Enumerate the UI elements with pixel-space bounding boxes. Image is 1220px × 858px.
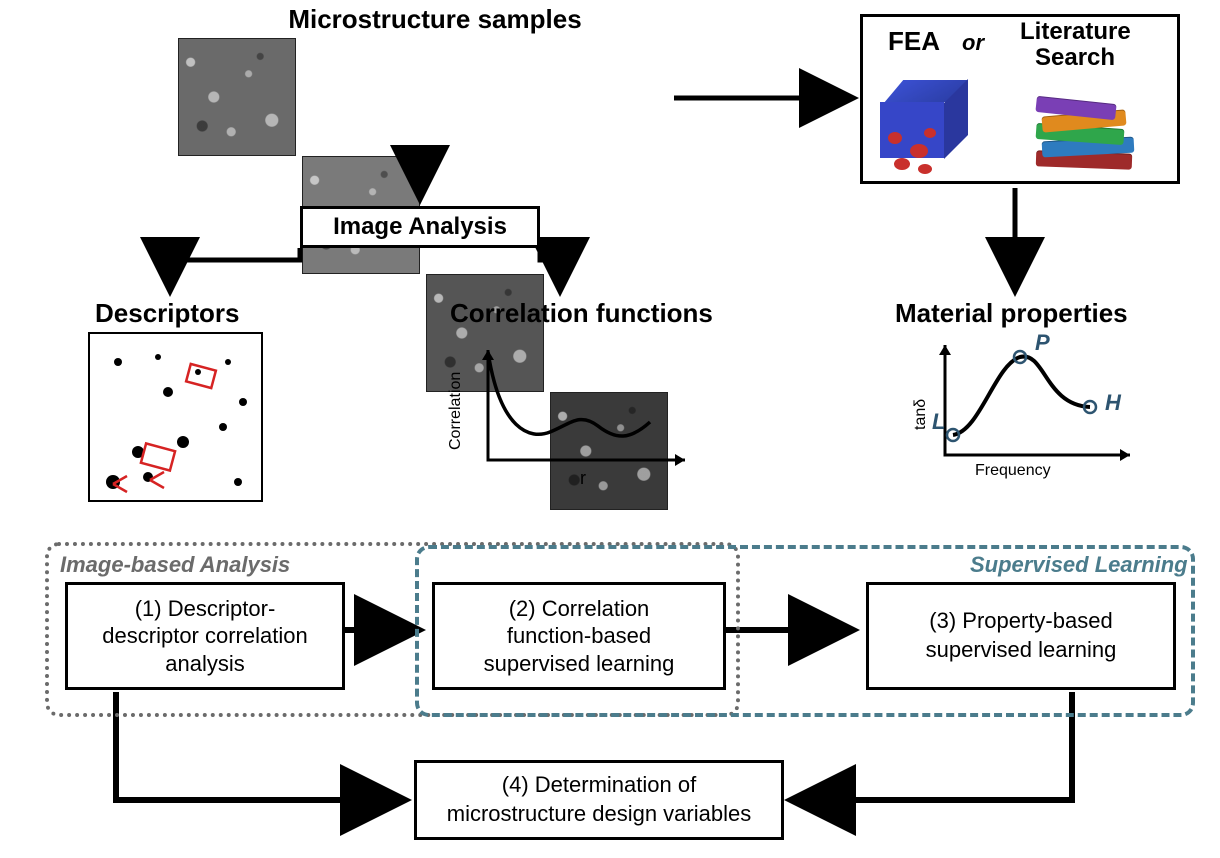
image-based-label: Image-based Analysis <box>60 552 290 578</box>
step3-l2: supervised learning <box>926 636 1117 665</box>
step1-box: (1) Descriptor- descriptor correlation a… <box>65 582 345 690</box>
corr-ylabel: Correlation <box>447 372 465 450</box>
descriptors-title: Descriptors <box>95 298 240 329</box>
correlation-title: Correlation functions <box>450 298 713 329</box>
step4-box: (4) Determination of microstructure desi… <box>414 760 784 840</box>
step1-l1: (1) Descriptor- <box>102 595 307 623</box>
prop-label-L: L <box>932 409 945 435</box>
step2-box: (2) Correlation function-based supervise… <box>432 582 726 690</box>
matprop-title: Material properties <box>895 298 1128 329</box>
step2-l1: (2) Correlation <box>484 595 675 623</box>
step1-l2: descriptor correlation <box>102 622 307 650</box>
step4-l1: (4) Determination of <box>447 771 751 800</box>
corr-xlabel: r <box>580 468 586 489</box>
step4-l2: microstructure design variables <box>447 800 751 829</box>
descriptors-chart <box>88 332 263 502</box>
image-analysis-label: Image Analysis <box>333 213 507 241</box>
image-analysis-box: Image Analysis <box>300 206 540 248</box>
prop-label-H: H <box>1105 390 1121 416</box>
supervised-label: Supervised Learning <box>970 552 1188 578</box>
step3-box: (3) Property-based supervised learning <box>866 582 1176 690</box>
step2-l2: function-based <box>484 622 675 650</box>
prop-ylabel: tanδ <box>912 399 930 430</box>
prop-label-P: P <box>1035 330 1050 356</box>
step1-l3: analysis <box>102 650 307 678</box>
step2-l3: supervised learning <box>484 650 675 678</box>
prop-xlabel: Frequency <box>975 462 1051 480</box>
step3-l1: (3) Property-based <box>926 607 1117 636</box>
